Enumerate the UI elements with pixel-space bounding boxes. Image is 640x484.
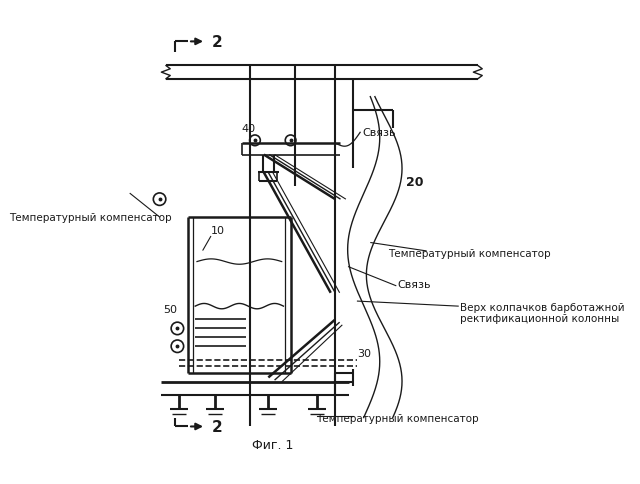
Text: 30: 30 — [358, 348, 371, 359]
Text: Температурный компенсатор: Температурный компенсатор — [9, 212, 172, 223]
Text: Связь: Связь — [362, 128, 396, 138]
Text: 10: 10 — [211, 226, 225, 236]
Text: 40: 40 — [241, 123, 256, 134]
Text: 50: 50 — [163, 304, 177, 314]
Text: Температурный компенсатор: Температурный компенсатор — [388, 248, 550, 258]
Text: 2: 2 — [212, 419, 223, 434]
Text: 2: 2 — [212, 35, 223, 50]
Text: Связь: Связь — [397, 279, 431, 289]
Text: Верх колпачков барботажной
ректификационной колонны: Верх колпачков барботажной ректификацион… — [460, 302, 625, 324]
Text: Фиг. 1: Фиг. 1 — [252, 438, 294, 451]
Text: Температурный компенсатор: Температурный компенсатор — [316, 413, 479, 423]
Text: 20: 20 — [406, 176, 424, 188]
